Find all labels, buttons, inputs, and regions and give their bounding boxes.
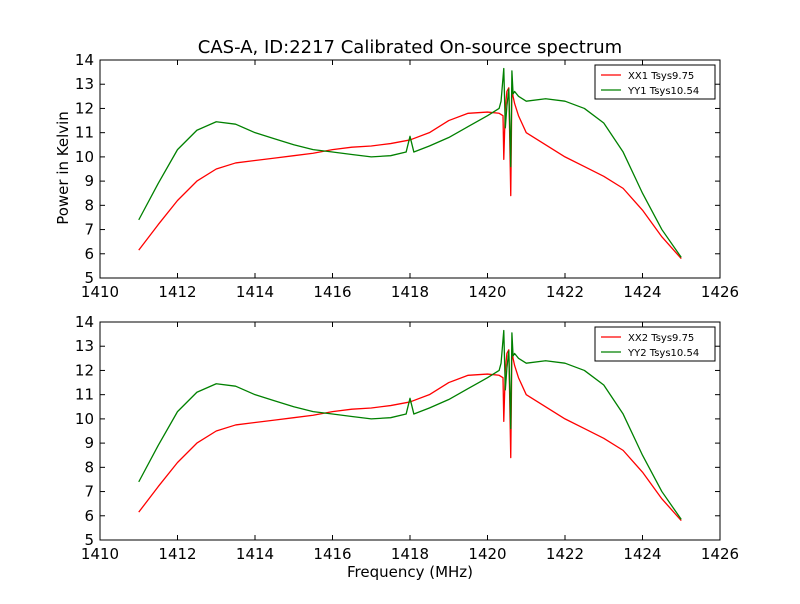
y-tick-label: 6 (84, 245, 94, 263)
legend-label-1: XX1 Tsys9.75 (628, 71, 694, 82)
y-tick-label: 5 (84, 269, 94, 287)
x-tick-label: 1424 (623, 283, 661, 301)
x-tick-label: 1414 (236, 283, 274, 301)
y-tick-label: 10 (75, 148, 94, 166)
y-tick-label: 11 (75, 124, 94, 142)
x-tick-label: 1412 (158, 545, 196, 563)
series-line-yy-1 (138, 67, 682, 258)
y-axis-label: Power in Kelvin (54, 111, 72, 225)
legend: XX2 Tsys9.75 YY2 Tsys10.54 (594, 326, 716, 362)
x-tick-label: 1426 (701, 283, 739, 301)
y-tick-label: 14 (75, 51, 94, 69)
x-tick-label: 1418 (391, 545, 429, 563)
x-tick-label: 1424 (623, 545, 661, 563)
y-tick-label: 9 (84, 434, 94, 452)
x-tick-label: 1414 (236, 545, 274, 563)
series-line-xx-1 (138, 87, 682, 260)
y-tick-label: 5 (84, 531, 94, 549)
chart-panel-2: 1410 1412 1414 1416 1418 1420 1422 1424 14265678… (75, 313, 739, 563)
y-tick-label: 12 (75, 361, 94, 379)
x-tick-label: 1416 (313, 283, 351, 301)
x-tick-label: 1418 (391, 283, 429, 301)
legend-label-2: YY1 Tsys10.54 (627, 86, 699, 97)
y-tick-label: 8 (84, 458, 94, 476)
legend: XX1 Tsys9.75 YY1 Tsys10.54 (594, 64, 716, 100)
y-tick-label: 13 (75, 337, 94, 355)
figure-title: CAS-A, ID:2217 Calibrated On-source spec… (198, 37, 622, 58)
x-tick-label: 1410 (81, 545, 119, 563)
y-tick-label: 14 (75, 313, 94, 331)
y-tick-label: 11 (75, 386, 94, 404)
y-tick-label: 7 (84, 221, 94, 239)
y-tick-label: 9 (84, 172, 94, 190)
x-tick-label: 1426 (701, 545, 739, 563)
y-tick-label: 7 (84, 483, 94, 501)
legend-label-2: YY2 Tsys10.54 (627, 348, 699, 359)
x-tick-label: 1416 (313, 545, 351, 563)
y-tick-label: 13 (75, 75, 94, 93)
x-tick-label: 1420 (468, 545, 506, 563)
x-tick-label: 1420 (468, 283, 506, 301)
x-axis-label: Frequency (MHz) (347, 563, 473, 581)
x-tick-label: 1410 (81, 283, 119, 301)
y-tick-label: 10 (75, 410, 94, 428)
y-tick-label: 12 (75, 99, 94, 117)
x-tick-label: 1422 (546, 283, 584, 301)
y-tick-label: 6 (84, 507, 94, 525)
panels-group: 1410 1412 1414 1416 1418 1420 1422 1424 14265678… (75, 51, 739, 563)
x-tick-label: 1412 (158, 283, 196, 301)
x-tick-label: 1422 (546, 545, 584, 563)
series-line-yy-2 (138, 329, 682, 520)
legend-box (594, 326, 716, 362)
legend-box (594, 64, 716, 100)
chart-panel-1: 1410 1412 1414 1416 1418 1420 1422 1424 14265678… (75, 51, 739, 301)
y-tick-label: 8 (84, 196, 94, 214)
series-line-xx-2 (138, 349, 682, 522)
legend-label-1: XX2 Tsys9.75 (628, 333, 694, 344)
